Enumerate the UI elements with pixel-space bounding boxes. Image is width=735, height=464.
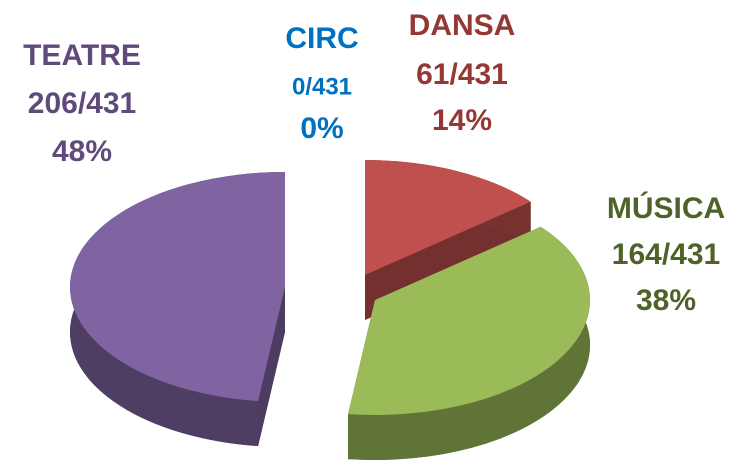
slice-value-label: 48% (52, 135, 112, 168)
slice-wall (258, 287, 285, 447)
slice-value-label: 14% (432, 104, 492, 137)
slice-count-label: 206/431 (28, 87, 136, 120)
slice-side (348, 226, 591, 460)
slice-count-label: 61/431 (416, 58, 508, 91)
pie-slice (348, 226, 591, 460)
slice-top (69, 172, 285, 402)
slice-top (365, 160, 531, 275)
slice-label: TEATRE (23, 39, 141, 72)
slice-count-label: 0/431 (292, 73, 352, 100)
slice-top (348, 226, 590, 415)
slice-value-label: 38% (636, 284, 696, 317)
slice-label: MÚSICA (607, 191, 725, 225)
slice-count-label: 164/431 (612, 238, 720, 271)
slice-value-label: 0% (300, 112, 343, 145)
slice-label: CIRC (285, 22, 358, 55)
slice-label: DANSA (409, 9, 516, 42)
pie-slice (69, 172, 285, 447)
